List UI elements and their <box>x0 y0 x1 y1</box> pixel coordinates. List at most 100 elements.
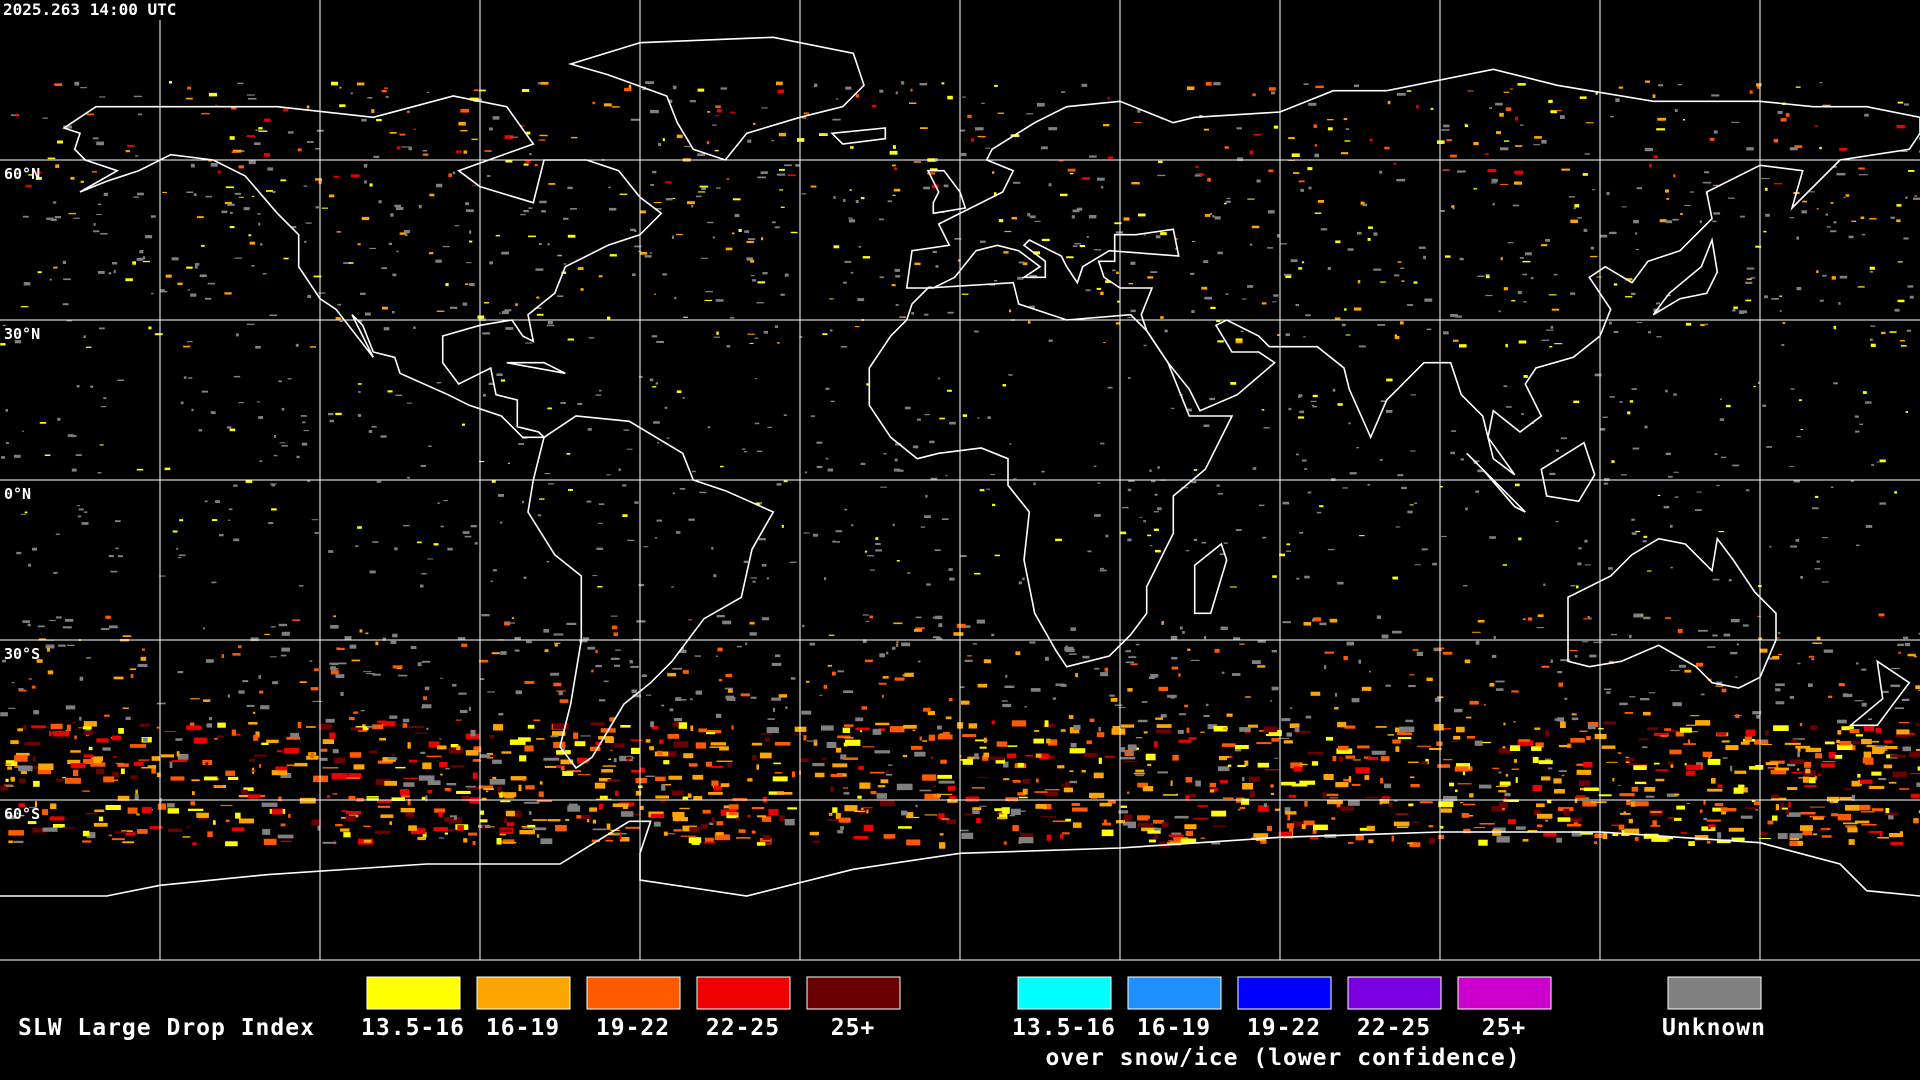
cloud-pixel <box>979 746 987 749</box>
cloud-pixel <box>97 472 102 474</box>
cloud-pixel <box>96 141 104 146</box>
cloud-pixel <box>756 302 764 304</box>
cloud-pixel <box>784 819 795 826</box>
cloud-pixel <box>1127 791 1130 795</box>
cloud-pixel <box>1462 769 1466 776</box>
cloud-pixel <box>17 728 23 732</box>
cloud-pixel <box>896 641 899 644</box>
cloud-pixel <box>1833 221 1837 224</box>
cloud-pixel <box>1069 780 1078 784</box>
cloud-pixel <box>1862 391 1867 394</box>
cloud-pixel <box>1067 168 1076 172</box>
cloud-pixel <box>911 312 914 315</box>
cloud-pixel <box>435 259 442 263</box>
cloud-pixel <box>1291 153 1300 157</box>
cloud-pixel <box>676 390 682 393</box>
cloud-pixel <box>1359 827 1367 831</box>
cloud-pixel <box>1753 801 1760 806</box>
cloud-pixel <box>1629 400 1634 403</box>
cloud-pixel <box>1897 101 1904 104</box>
cloud-pixel <box>468 832 478 836</box>
cloud-pixel <box>547 321 553 324</box>
cloud-pixel <box>947 389 952 392</box>
cloud-pixel <box>1459 344 1467 348</box>
cloud-pixel <box>874 750 891 754</box>
cloud-pixel <box>457 637 466 641</box>
cloud-pixel <box>724 687 733 690</box>
cloud-pixel <box>1437 764 1450 768</box>
cloud-pixel <box>355 545 359 547</box>
cloud-pixel <box>687 201 695 205</box>
cloud-pixel <box>1649 163 1652 168</box>
cloud-pixel <box>109 625 118 629</box>
cloud-pixel <box>1170 780 1173 786</box>
cloud-pixel <box>692 470 696 473</box>
cloud-pixel <box>1366 825 1375 831</box>
cloud-pixel <box>1371 750 1386 755</box>
cloud-pixel <box>1212 215 1215 218</box>
cloud-pixel <box>1416 651 1423 656</box>
cloud-pixel <box>1455 789 1458 793</box>
liquid-label: 16-19 <box>486 1015 560 1041</box>
cloud-pixel <box>1397 736 1412 740</box>
cloud-pixel <box>761 237 764 241</box>
cloud-pixel <box>614 743 625 748</box>
cloud-pixel <box>630 118 640 121</box>
cloud-pixel <box>1112 269 1116 272</box>
cloud-pixel <box>1730 765 1733 772</box>
cloud-pixel <box>96 738 109 743</box>
cloud-pixel <box>1286 823 1294 829</box>
cloud-pixel <box>680 835 696 837</box>
cloud-pixel <box>1711 778 1716 784</box>
cloud-pixel <box>598 736 614 740</box>
cloud-pixel <box>1434 697 1441 702</box>
cloud-pixel <box>705 837 714 843</box>
cloud-pixel <box>422 153 429 156</box>
cloud-pixel <box>705 290 713 293</box>
coastline <box>1848 659 1911 727</box>
cloud-pixel <box>567 234 576 238</box>
cloud-pixel <box>774 226 780 229</box>
cloud-pixel <box>422 704 432 709</box>
cloud-pixel <box>1069 653 1077 655</box>
cloud-pixel <box>1135 774 1144 777</box>
cloud-pixel <box>675 697 682 701</box>
cloud-pixel <box>1831 813 1838 817</box>
cloud-pixel <box>937 793 941 798</box>
cloud-pixel <box>1304 468 1308 470</box>
cloud-pixel <box>6 442 9 444</box>
cloud-pixel <box>1082 655 1090 659</box>
cloud-pixel <box>920 127 928 129</box>
cloud-pixel <box>784 164 792 167</box>
cloud-pixel <box>1673 393 1677 396</box>
cloud-pixel <box>165 274 172 278</box>
cloud-pixel <box>407 798 411 806</box>
cloud-pixel <box>938 780 955 784</box>
cloud-pixel <box>187 289 190 291</box>
cloud-pixel <box>1550 325 1554 329</box>
cloud-pixel <box>450 306 458 309</box>
cloud-pixel <box>1803 770 1816 777</box>
cloud-pixel <box>1704 171 1710 174</box>
cloud-pixel <box>895 91 898 95</box>
cloud-pixel <box>1540 244 1548 247</box>
cloud-pixel <box>1753 385 1756 388</box>
cloud-pixel <box>1814 568 1821 570</box>
cloud-pixel <box>708 792 723 795</box>
cloud-pixel <box>1362 203 1368 207</box>
cloud-pixel <box>1270 700 1273 702</box>
cloud-pixel <box>845 739 861 746</box>
cloud-pixel <box>694 655 701 657</box>
cloud-pixel <box>632 694 642 698</box>
cloud-pixel <box>1722 757 1728 759</box>
cloud-pixel <box>390 640 397 644</box>
cloud-pixel <box>305 726 316 728</box>
coastline <box>1652 237 1719 316</box>
cloud-pixel <box>255 346 261 349</box>
cloud-pixel <box>1432 562 1437 566</box>
cloud-pixel <box>414 732 428 734</box>
cloud-pixel <box>1322 792 1327 798</box>
cloud-pixel <box>875 549 882 552</box>
cloud-pixel <box>1114 222 1122 225</box>
cloud-pixel <box>1125 650 1131 653</box>
